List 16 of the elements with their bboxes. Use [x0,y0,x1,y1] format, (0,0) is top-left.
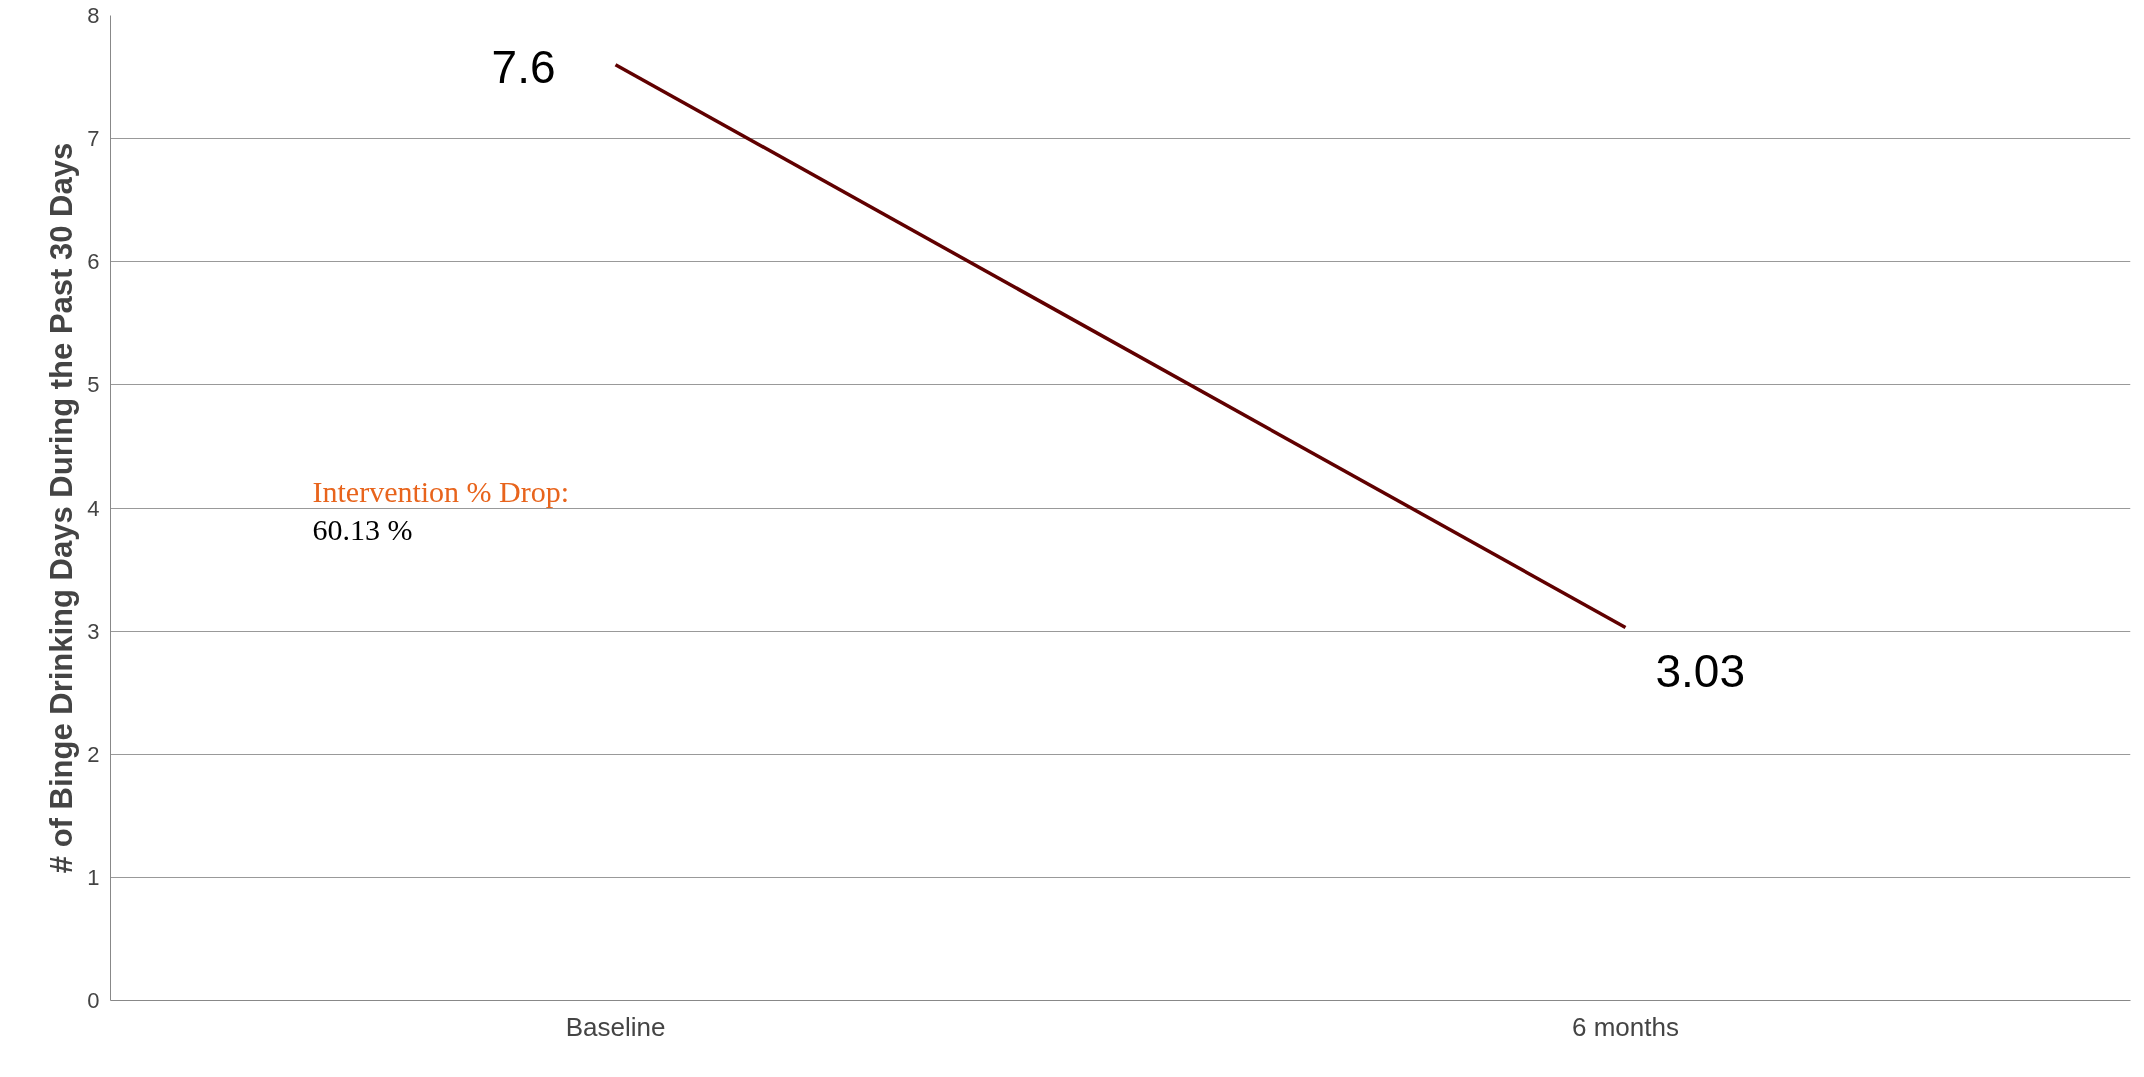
annotation: 60.13 % [312,513,413,546]
data-label: 7.6 [491,40,556,93]
y-tick-label: 5 [87,372,100,398]
y-axis-title: # of Binge Drinking Days During the Past 30 Days [44,142,80,874]
annotation: Intervention % Drop: [312,475,570,508]
y-tick-label: 4 [87,495,100,521]
y-tick-label: 1 [87,864,100,890]
y-tick-label: 2 [87,741,100,767]
y-tick-label: 6 [87,249,100,275]
x-tick-label: 6 months [1572,1011,1679,1042]
y-tick-label: 8 [87,3,100,28]
y-tick-label: 7 [87,126,100,152]
y-tick-label: 3 [87,618,100,644]
data-label: 3.03 [1655,645,1746,698]
x-tick-label: Baseline [565,1011,666,1042]
y-tick-label: 0 [87,988,100,1013]
